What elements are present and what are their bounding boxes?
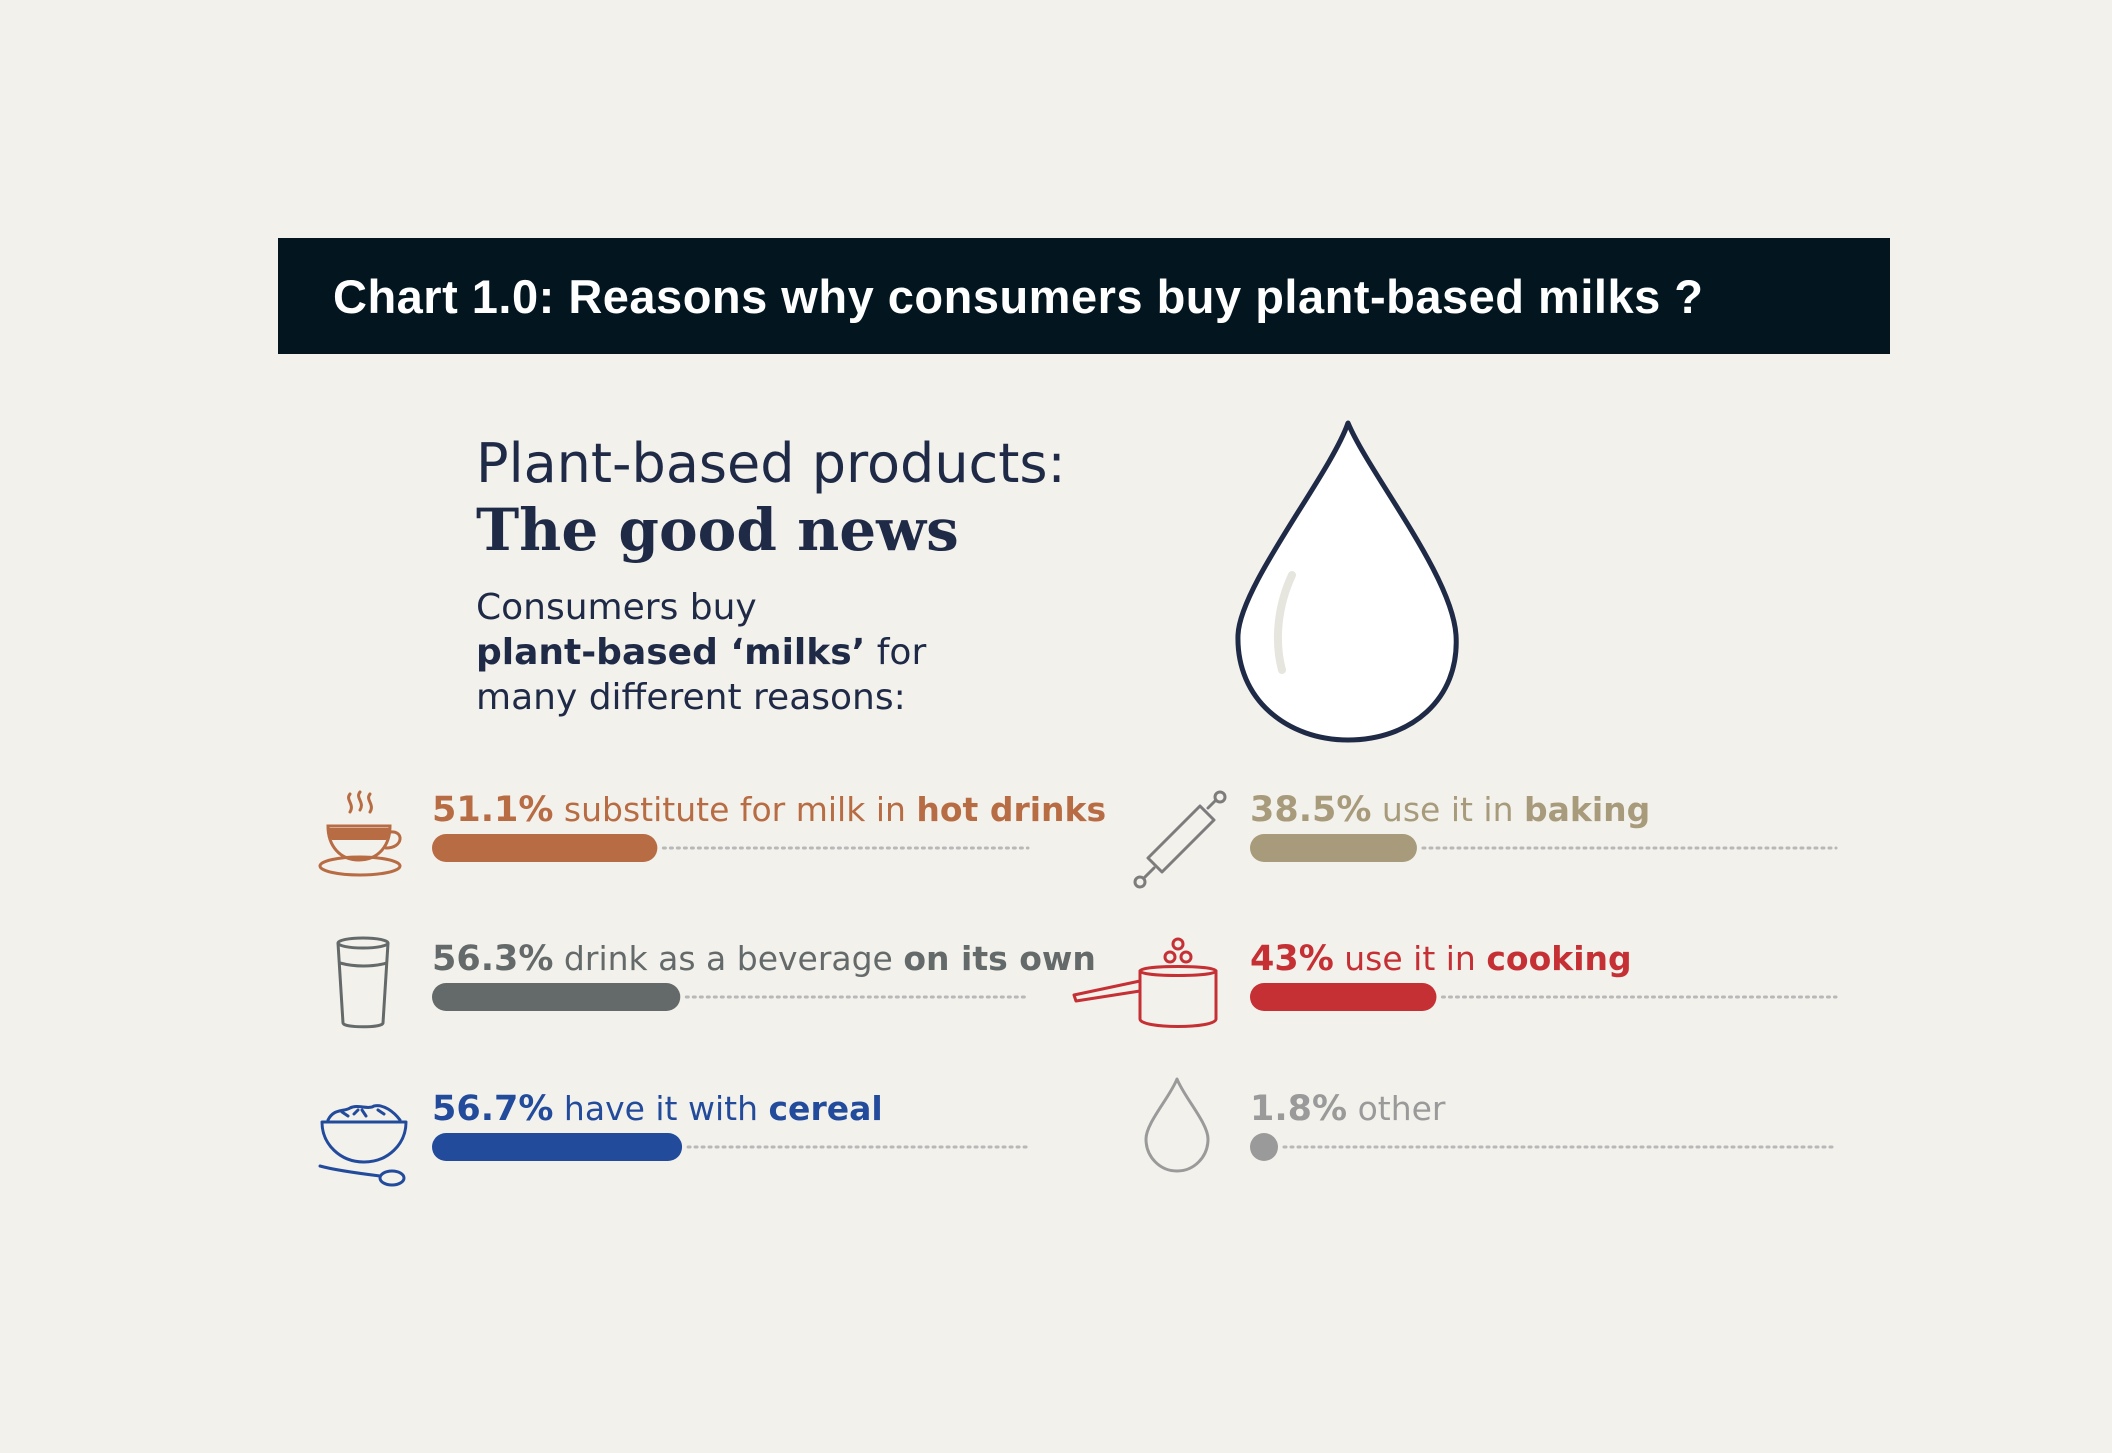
bar-label: 43% use it in cooking <box>1250 939 1632 979</box>
glass-icon <box>336 936 390 1029</box>
bar-category-text: have it with <box>553 1089 769 1128</box>
bar-label: 51.1% substitute for milk in hot drinks <box>432 790 1106 830</box>
bar-track-svg <box>1250 983 1838 1011</box>
headline-line2: The good news <box>476 496 959 564</box>
bar-value-label: 56.3% <box>432 939 554 979</box>
bar-label: 38.5% use it in baking <box>1250 790 1650 830</box>
intro-line2-rest: for <box>865 632 927 673</box>
bar-category-emphasis: baking <box>1524 790 1651 829</box>
chart-title: Chart 1.0: Reasons why consumers buy pla… <box>333 269 1704 323</box>
bar-track-svg <box>1250 1133 1838 1161</box>
bar-value-label: 51.1% <box>432 790 554 830</box>
bar-category-text: other <box>1347 1089 1446 1128</box>
chart-title-bar: Chart 1.0: Reasons why consumers buy pla… <box>278 238 1890 354</box>
bar-fill <box>1250 1133 1278 1161</box>
headline: Plant-based products: The good news <box>476 432 1236 564</box>
bar-label: 56.3% drink as a beverage on its own <box>432 939 1096 979</box>
bar-track-svg <box>432 983 1030 1011</box>
bar-fill <box>432 983 681 1011</box>
cereal-bowl-icon <box>318 1104 408 1187</box>
bar-category-emphasis: hot drinks <box>916 790 1107 829</box>
bar-fill <box>432 1133 683 1161</box>
bar-value-label: 1.8% <box>1250 1089 1348 1129</box>
bar-label: 56.7% have it with cereal <box>432 1089 883 1129</box>
bar-category-text: use it in <box>1333 939 1487 978</box>
intro-line1: Consumers buy <box>476 587 757 628</box>
intro-line2-bold: plant-based ‘milks’ <box>476 632 866 673</box>
bar-fill <box>1250 834 1417 862</box>
bar-category-text: drink as a beverage <box>553 939 904 978</box>
intro-line3: many different reasons: <box>476 677 906 718</box>
bar-fill <box>1250 983 1437 1011</box>
bar-label: 1.8% other <box>1250 1089 1445 1129</box>
bar-track-svg <box>1250 834 1838 862</box>
bar-category-emphasis: cereal <box>768 1089 883 1128</box>
headline-line1: Plant-based products: <box>476 432 1066 495</box>
bar-track-svg <box>432 834 1030 862</box>
bar-category-emphasis: on its own <box>903 939 1096 978</box>
drop-icon <box>1144 1077 1210 1173</box>
cooking-pot-icon <box>1072 937 1218 1028</box>
bar-value-label: 38.5% <box>1250 790 1372 830</box>
bar-category-text: use it in <box>1371 790 1524 829</box>
hot-drink-cup-icon <box>318 790 402 877</box>
bar-value-label: 43% <box>1250 939 1334 979</box>
bar-track-svg <box>432 1133 1030 1161</box>
intro-line2: plant-based ‘milks’ for <box>476 630 1176 675</box>
rolling-pin-icon <box>1133 790 1227 889</box>
intro-text: Consumers buy plant-based ‘milks’ for ma… <box>476 585 1176 720</box>
bar-category-text: substitute for milk in <box>553 790 917 829</box>
bar-category-emphasis: cooking <box>1486 939 1632 978</box>
milk-drop-icon <box>1235 420 1459 743</box>
bar-value-label: 56.7% <box>432 1089 554 1129</box>
bar-fill <box>432 834 658 862</box>
